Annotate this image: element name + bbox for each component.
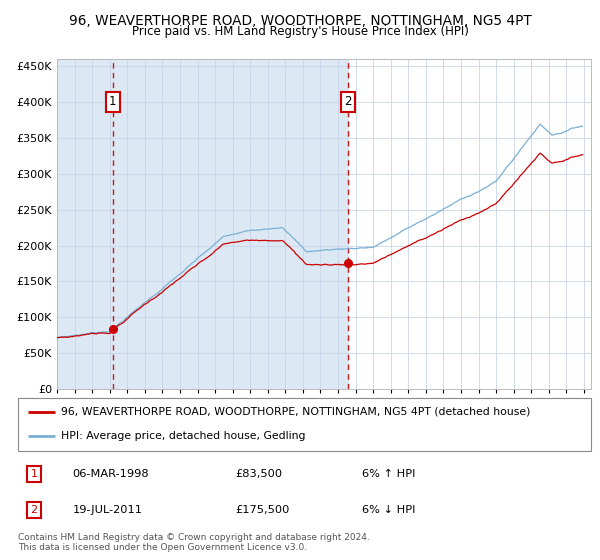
- Text: Contains HM Land Registry data © Crown copyright and database right 2024.: Contains HM Land Registry data © Crown c…: [18, 533, 370, 542]
- FancyBboxPatch shape: [18, 398, 591, 451]
- Text: Price paid vs. HM Land Registry's House Price Index (HPI): Price paid vs. HM Land Registry's House …: [131, 25, 469, 38]
- Text: 2: 2: [31, 505, 38, 515]
- Text: 6% ↓ HPI: 6% ↓ HPI: [362, 505, 415, 515]
- Text: 06-MAR-1998: 06-MAR-1998: [73, 469, 149, 479]
- Text: £175,500: £175,500: [236, 505, 290, 515]
- Text: HPI: Average price, detached house, Gedling: HPI: Average price, detached house, Gedl…: [61, 431, 305, 441]
- Text: 96, WEAVERTHORPE ROAD, WOODTHORPE, NOTTINGHAM, NG5 4PT (detached house): 96, WEAVERTHORPE ROAD, WOODTHORPE, NOTTI…: [61, 407, 530, 417]
- Text: 19-JUL-2011: 19-JUL-2011: [73, 505, 142, 515]
- Text: 96, WEAVERTHORPE ROAD, WOODTHORPE, NOTTINGHAM, NG5 4PT: 96, WEAVERTHORPE ROAD, WOODTHORPE, NOTTI…: [68, 14, 532, 28]
- Text: 2: 2: [344, 95, 352, 109]
- Text: 1: 1: [31, 469, 38, 479]
- Bar: [57, 59, 348, 389]
- Text: This data is licensed under the Open Government Licence v3.0.: This data is licensed under the Open Gov…: [18, 543, 307, 552]
- Text: £83,500: £83,500: [236, 469, 283, 479]
- Text: 6% ↑ HPI: 6% ↑ HPI: [362, 469, 415, 479]
- Text: 1: 1: [109, 95, 116, 109]
